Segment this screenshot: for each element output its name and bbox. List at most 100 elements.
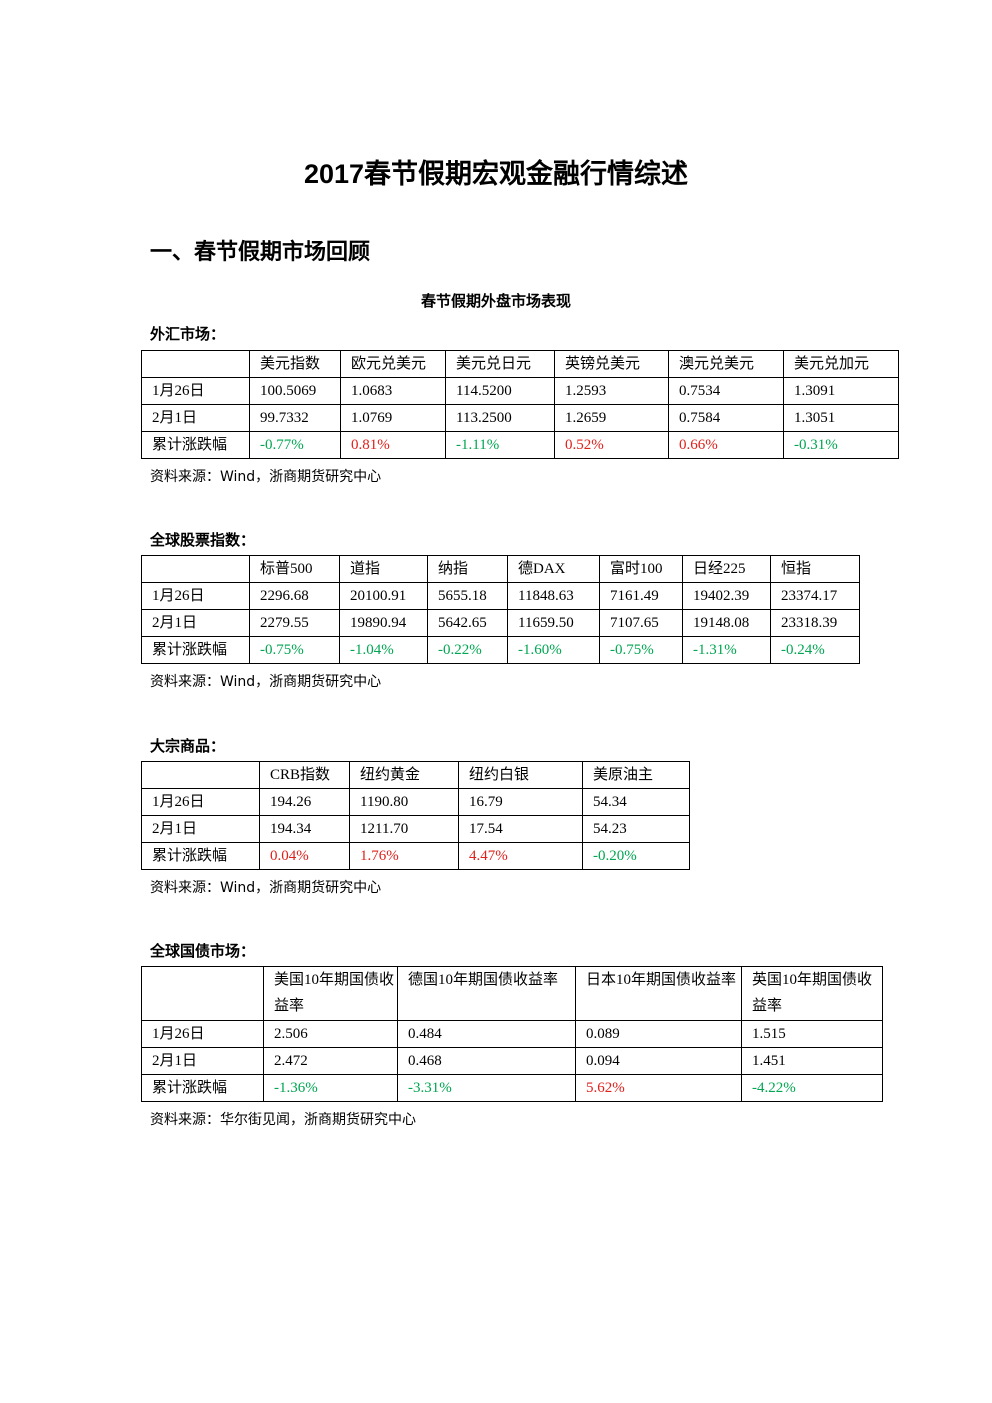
data-cell: -1.36% xyxy=(263,1074,398,1102)
data-cell: -0.75% xyxy=(249,636,340,664)
data-cell: 20100.91 xyxy=(339,582,428,610)
data-cell: 1.2593 xyxy=(554,377,669,405)
column-header: 恒指 xyxy=(770,555,860,583)
column-header: 美元兑日元 xyxy=(445,350,555,378)
column-header: 道指 xyxy=(339,555,428,583)
header-row: 标普500 道指 纳指 德DAX 富时100 日经225 恒指 xyxy=(141,555,860,583)
data-cell: -1.31% xyxy=(682,636,771,664)
column-header: CRB指数 xyxy=(259,761,350,789)
row-label: 2月1日 xyxy=(141,404,250,432)
data-cell: -0.77% xyxy=(249,431,341,459)
section-heading: 一、春节假期市场回顾 xyxy=(150,239,371,264)
column-header: 纳指 xyxy=(427,555,508,583)
data-cell: 1.515 xyxy=(741,1020,883,1048)
data-cell: 2.472 xyxy=(263,1047,398,1075)
row-label: 累计涨跌幅 xyxy=(141,1074,264,1102)
data-cell: 23318.39 xyxy=(770,609,860,637)
column-header: 澳元兑美元 xyxy=(668,350,784,378)
data-cell: -3.31% xyxy=(397,1074,576,1102)
column-header: 德DAX xyxy=(507,555,600,583)
source-note: 资料来源：Wind，浙商期货研究中心 xyxy=(150,880,382,896)
data-cell: 11659.50 xyxy=(507,609,600,637)
data-row: 1月26日 2.506 0.484 0.089 1.515 xyxy=(141,1020,883,1048)
data-cell: 1.76% xyxy=(349,842,459,870)
header-row: 美元指数 欧元兑美元 美元兑日元 英镑兑美元 澳元兑美元 美元兑加元 xyxy=(141,350,899,378)
data-cell: 1.2659 xyxy=(554,404,669,432)
table-label: 外汇市场： xyxy=(150,326,226,343)
data-cell: 5.62% xyxy=(575,1074,742,1102)
data-cell: 4.47% xyxy=(458,842,583,870)
source-note: 资料来源：Wind，浙商期货研究中心 xyxy=(150,469,382,485)
data-cell: 113.2500 xyxy=(445,404,555,432)
data-cell: 1.3051 xyxy=(783,404,899,432)
column-header: 美国10年期国债收益率 xyxy=(263,966,398,1021)
corner-cell xyxy=(141,555,250,583)
column-header: 日经225 xyxy=(682,555,771,583)
data-cell: 1190.80 xyxy=(349,788,459,816)
data-cell: 1.0683 xyxy=(340,377,446,405)
data-cell: 7161.49 xyxy=(599,582,683,610)
data-cell: -4.22% xyxy=(741,1074,883,1102)
column-header: 日本10年期国债收益率 xyxy=(575,966,742,1021)
data-cell: 0.094 xyxy=(575,1047,742,1075)
row-label: 累计涨跌幅 xyxy=(141,636,250,664)
data-cell: 0.04% xyxy=(259,842,350,870)
corner-cell xyxy=(141,350,250,378)
data-cell: 19148.08 xyxy=(682,609,771,637)
data-table: 美元指数 欧元兑美元 美元兑日元 英镑兑美元 澳元兑美元 美元兑加元 1月26日 100.50… xyxy=(141,350,899,459)
table-label: 全球国债市场： xyxy=(150,943,256,960)
column-header: 美元指数 xyxy=(249,350,341,378)
data-cell: 194.34 xyxy=(259,815,350,843)
data-cell: 54.34 xyxy=(582,788,690,816)
row-label: 1月26日 xyxy=(141,377,250,405)
data-cell: 5642.65 xyxy=(427,609,508,637)
row-label: 1月26日 xyxy=(141,788,260,816)
data-row: 累计涨跌幅 0.04% 1.76% 4.47% -0.20% xyxy=(141,842,690,870)
data-cell: 0.468 xyxy=(397,1047,576,1075)
data-cell: 100.5069 xyxy=(249,377,341,405)
table-label: 全球股票指数： xyxy=(150,532,256,549)
data-cell: 1.451 xyxy=(741,1047,883,1075)
data-table: CRB指数 纽约黄金 纽约白银 美原油主 1月26日 194.26 1190.80 16.79… xyxy=(141,761,690,870)
data-cell: 0.52% xyxy=(554,431,669,459)
column-header: 纽约黄金 xyxy=(349,761,459,789)
data-cell: -0.22% xyxy=(427,636,508,664)
column-header: 德国10年期国债收益率 xyxy=(397,966,576,1021)
column-header: 美原油主 xyxy=(582,761,690,789)
data-cell: -1.60% xyxy=(507,636,600,664)
data-row: 2月1日 2.472 0.468 0.094 1.451 xyxy=(141,1047,883,1075)
corner-cell xyxy=(141,761,260,789)
data-row: 1月26日 2296.68 20100.91 5655.18 11848.63 7161.… xyxy=(141,582,860,610)
column-header: 英镑兑美元 xyxy=(554,350,669,378)
row-label: 2月1日 xyxy=(141,815,260,843)
data-cell: 7107.65 xyxy=(599,609,683,637)
header-row: 美国10年期国债收益率 德国10年期国债收益率 日本10年期国债收益率 英国10年期国… xyxy=(141,966,883,1021)
data-cell: 114.5200 xyxy=(445,377,555,405)
data-row: 累计涨跌幅 -0.77% 0.81% -1.11% 0.52% 0.66% -0.31% xyxy=(141,431,899,459)
data-cell: 0.089 xyxy=(575,1020,742,1048)
data-cell: 19890.94 xyxy=(339,609,428,637)
column-header: 标普500 xyxy=(249,555,340,583)
data-cell: -1.11% xyxy=(445,431,555,459)
column-header: 纽约白银 xyxy=(458,761,583,789)
data-cell: -0.24% xyxy=(770,636,860,664)
data-row: 2月1日 194.34 1211.70 17.54 54.23 xyxy=(141,815,690,843)
data-cell: 16.79 xyxy=(458,788,583,816)
data-cell: 2279.55 xyxy=(249,609,340,637)
column-header: 欧元兑美元 xyxy=(340,350,446,378)
source-note: 资料来源：Wind，浙商期货研究中心 xyxy=(150,674,382,690)
data-cell: 1.3091 xyxy=(783,377,899,405)
data-row: 累计涨跌幅 -0.75% -1.04% -0.22% -1.60% -0.75% -1.31… xyxy=(141,636,860,664)
row-label: 2月1日 xyxy=(141,1047,264,1075)
data-cell: 99.7332 xyxy=(249,404,341,432)
data-cell: -0.31% xyxy=(783,431,899,459)
column-header: 富时100 xyxy=(599,555,683,583)
data-table: 标普500 道指 纳指 德DAX 富时100 日经225 恒指 1月26日 2296.68 201… xyxy=(141,555,860,664)
data-row: 2月1日 99.7332 1.0769 113.2500 1.2659 0.7584 1.3… xyxy=(141,404,899,432)
data-cell: 0.66% xyxy=(668,431,784,459)
source-note: 资料来源：华尔街见闻，浙商期货研究中心 xyxy=(150,1112,416,1128)
data-cell: 194.26 xyxy=(259,788,350,816)
data-cell: -0.20% xyxy=(582,842,690,870)
row-label: 累计涨跌幅 xyxy=(141,431,250,459)
